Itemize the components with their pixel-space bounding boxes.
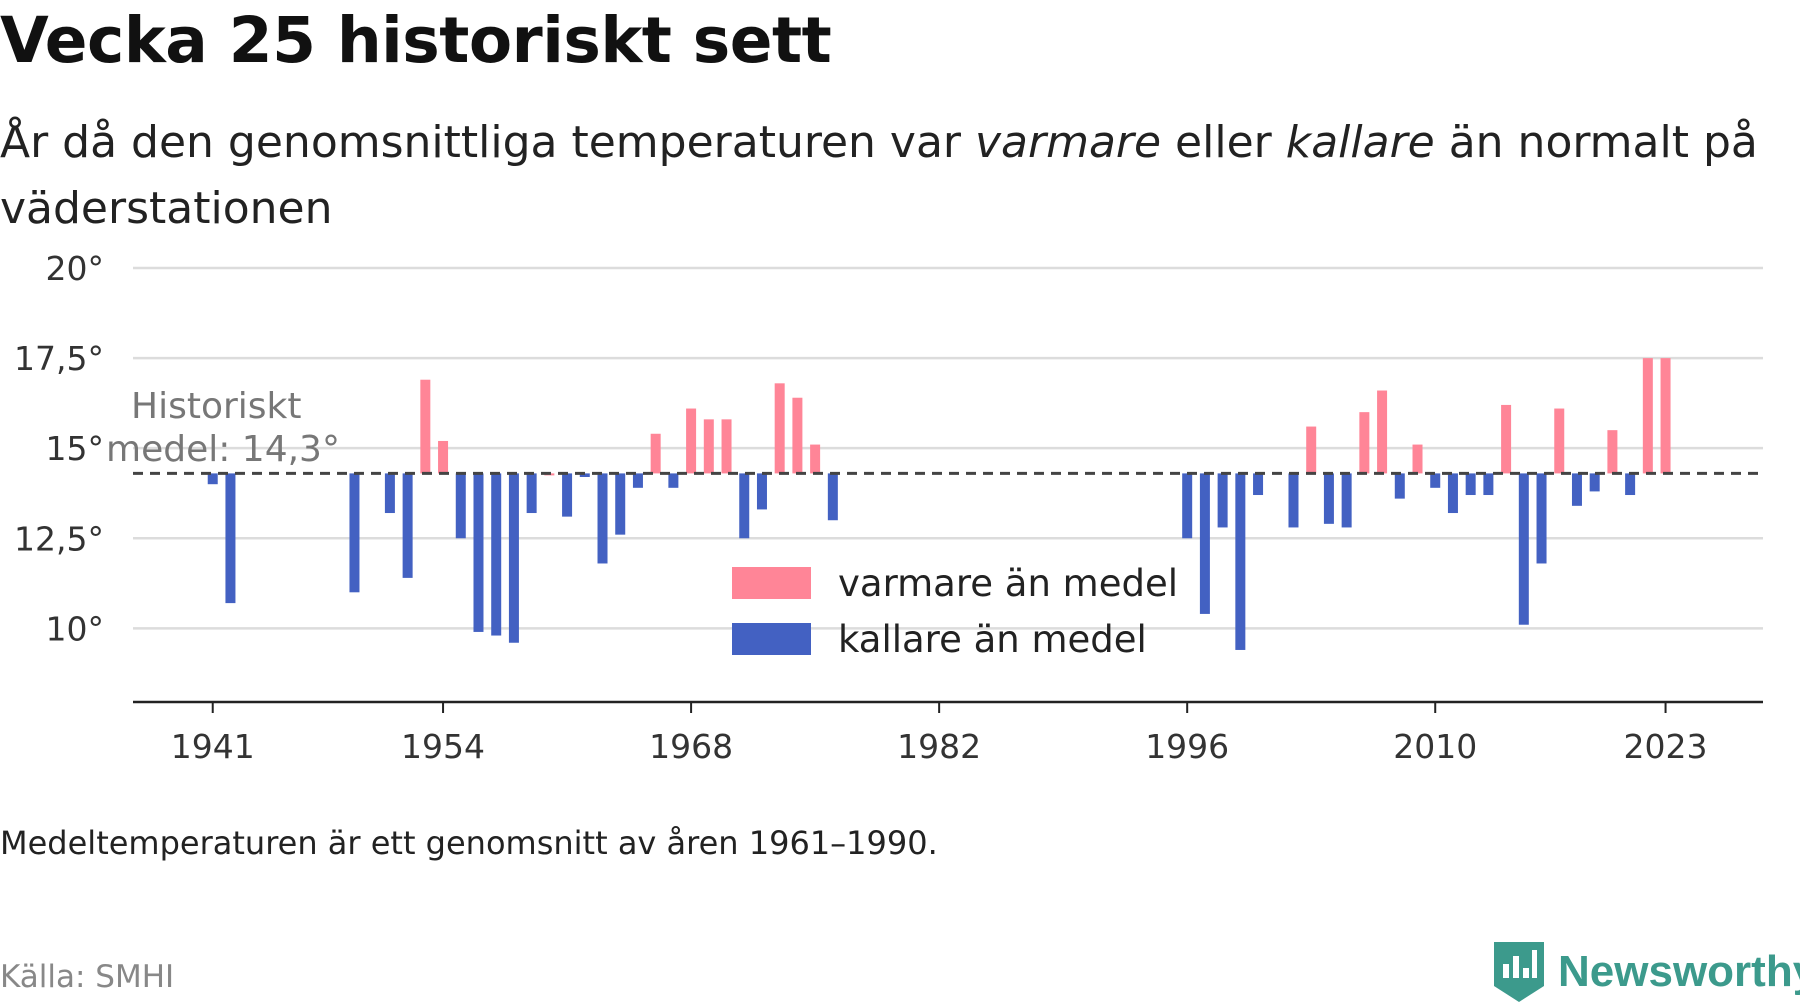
subtitle-text-3: än normalt på väderstationen xyxy=(0,117,1758,234)
bar-1999 xyxy=(1235,473,1246,650)
legend: varmare än medel kallare än medel xyxy=(732,562,1178,661)
bar-1949 xyxy=(349,473,360,593)
bar-1997 xyxy=(1199,473,1210,614)
bar-2016 xyxy=(1536,473,1547,564)
legend-swatch-warm xyxy=(732,567,811,599)
bar-1953 xyxy=(420,379,431,474)
bar-1968 xyxy=(686,408,697,474)
bar-1952 xyxy=(402,473,413,578)
x-tick-label: 1982 xyxy=(897,727,981,766)
bar-2019 xyxy=(1589,473,1600,492)
x-tick-label: 1941 xyxy=(171,727,255,766)
bar-1974 xyxy=(792,397,803,474)
bar-2006 xyxy=(1359,412,1370,474)
subtitle-text-2: eller xyxy=(1161,117,1286,168)
bar-2011 xyxy=(1447,473,1458,514)
bar-2018 xyxy=(1571,473,1582,506)
bar-1966 xyxy=(650,433,661,474)
x-tick-label: 1968 xyxy=(649,727,733,766)
bar-1959 xyxy=(526,473,537,514)
bar-1967 xyxy=(668,473,679,488)
newsworthy-logo-icon xyxy=(1494,942,1544,1002)
bar-2013 xyxy=(1483,473,1494,496)
bar-2002 xyxy=(1288,473,1299,528)
baseline-label-line2: medel: 14,3° xyxy=(106,429,340,470)
bar-2017 xyxy=(1554,408,1565,474)
bar-1962 xyxy=(579,473,590,477)
footnote: Medeltemperaturen är ett genomsnitt av å… xyxy=(0,824,938,862)
bar-1976 xyxy=(827,473,838,521)
bar-chart: 10° 12,5° 15° 17,5° 20° 1941 1954 1968 1982 1996… xyxy=(14,249,1763,766)
baseline-label-line1: Historiskt xyxy=(131,386,302,427)
bar-2021 xyxy=(1625,473,1636,496)
bar-2000 xyxy=(1253,473,1264,496)
bar-1958 xyxy=(508,473,519,643)
bar-1955 xyxy=(455,473,466,539)
bar-1961 xyxy=(562,473,573,517)
y-tick-label: 10° xyxy=(46,609,105,648)
bar-2007 xyxy=(1377,390,1388,474)
subtitle-colder-word: kallare xyxy=(1285,117,1435,168)
gridlines xyxy=(133,266,1763,630)
x-tick-label: 2010 xyxy=(1393,727,1477,766)
bar-2020 xyxy=(1607,430,1618,474)
bar-2008 xyxy=(1394,473,1405,499)
y-tick-label: 15° xyxy=(46,429,105,468)
x-tick-label: 1996 xyxy=(1145,727,1229,766)
bar-1941 xyxy=(207,473,218,485)
bar-1951 xyxy=(384,473,395,514)
source-text: Källa: SMHI xyxy=(0,959,175,995)
x-tick-label: 1954 xyxy=(401,727,485,766)
bar-2004 xyxy=(1323,473,1334,524)
bar-2015 xyxy=(1518,473,1529,625)
bar-1963 xyxy=(597,473,608,564)
legend-swatch-cold xyxy=(732,623,811,655)
bar-1957 xyxy=(491,473,502,636)
bar-1971 xyxy=(739,473,750,539)
bar-1996 xyxy=(1182,473,1193,539)
bar-1970 xyxy=(721,419,732,474)
bar-1969 xyxy=(703,419,714,474)
bar-2009 xyxy=(1412,444,1423,474)
newsworthy-logo: Newsworthy xyxy=(1494,942,1800,1002)
bar-1964 xyxy=(615,473,626,535)
x-axis-ticks: 1941 1954 1968 1982 1996 2010 2023 xyxy=(171,702,1708,766)
bar-2010 xyxy=(1430,473,1441,488)
y-tick-label: 20° xyxy=(46,249,105,288)
bar-1954 xyxy=(438,440,449,474)
bar-1965 xyxy=(632,473,643,488)
legend-label-cold: kallare än medel xyxy=(838,618,1147,661)
legend-label-warm: varmare än medel xyxy=(838,562,1178,605)
subtitle-text-1: År då den genomsnittliga temperaturen va… xyxy=(0,117,975,168)
bar-2022 xyxy=(1642,358,1653,474)
bar-2012 xyxy=(1465,473,1476,496)
bar-2023 xyxy=(1660,358,1671,474)
chart-subtitle: År då den genomsnittliga temperaturen va… xyxy=(0,110,1780,242)
newsworthy-logo-text: Newsworthy xyxy=(1558,947,1800,996)
bars xyxy=(207,358,1671,650)
bar-1975 xyxy=(810,444,821,474)
bar-1942 xyxy=(225,473,236,604)
subtitle-warmer-word: varmare xyxy=(974,117,1162,168)
y-axis-ticks: 10° 12,5° 15° 17,5° 20° xyxy=(14,249,104,648)
y-tick-label: 17,5° xyxy=(14,339,104,378)
bar-1956 xyxy=(473,473,484,632)
bar-2014 xyxy=(1501,404,1512,474)
chart-title: Vecka 25 historiskt sett xyxy=(0,4,832,77)
bar-1998 xyxy=(1217,473,1228,528)
y-tick-label: 12,5° xyxy=(14,519,104,558)
bar-2005 xyxy=(1341,473,1352,528)
bar-1972 xyxy=(756,473,767,510)
bar-2003 xyxy=(1306,426,1317,474)
bar-1973 xyxy=(774,383,785,474)
x-tick-label: 2023 xyxy=(1624,727,1708,766)
